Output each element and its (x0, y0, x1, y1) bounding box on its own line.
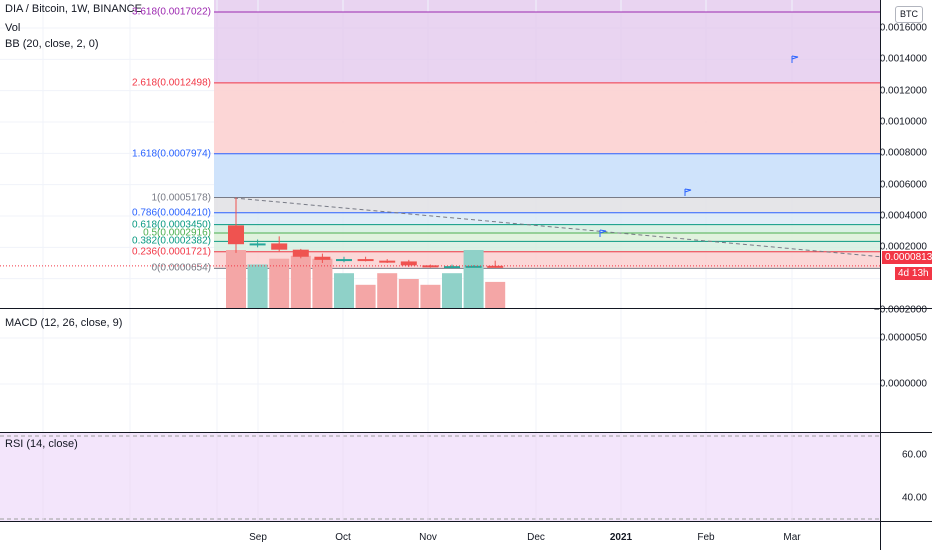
fib-level-label: 0.618(0.0003450) (132, 219, 211, 231)
flag-icon (599, 229, 607, 237)
candle-body (465, 265, 482, 268)
candle-body (357, 259, 374, 262)
fib-level-label: 3.618(0.0017022) (132, 6, 211, 18)
candle-body (292, 249, 309, 257)
candle-body (249, 243, 266, 246)
volume-bar (334, 273, 354, 308)
price-axis-label: 0.0002000 (879, 241, 927, 253)
volume-bar (247, 264, 268, 308)
macd-grid-svg (0, 309, 880, 432)
volume-bar (377, 273, 398, 308)
fib-level-label: 0.236(0.0001721) (132, 246, 211, 258)
bb-legend[interactable]: BB (20, close, 2, 0) (5, 38, 99, 50)
macd-axis[interactable]: 0.0000050 0.0000000 (880, 309, 932, 432)
price-axis-label: 0.0004000 (879, 210, 927, 222)
volume-bar (485, 281, 506, 308)
time-axis-label: Dec (527, 532, 545, 543)
axis-corner (880, 522, 881, 550)
fib-zone (214, 197, 880, 213)
volume-bar (312, 258, 333, 308)
macd-axis-label: 0.0000050 (879, 332, 927, 344)
price-axis[interactable]: BTC 0.0016000 0.0014000 0.0012000 0.0010000… (874, 0, 932, 316)
time-axis-label: Feb (697, 532, 715, 543)
time-axis-separator (0, 521, 932, 522)
candle-body (228, 225, 244, 245)
price-axis-label: 0.0014000 (879, 53, 927, 65)
fib-level-label: 1.618(0.0007974) (132, 148, 211, 160)
candle-body (336, 259, 352, 262)
volume-bar (226, 250, 246, 308)
fib-zone (214, 82, 880, 154)
fib-level-label: 0.786(0.0004210) (132, 207, 211, 219)
candle-body (271, 243, 288, 250)
macd-axis-label: 0.0000000 (879, 378, 927, 390)
time-axis-label: 2021 (609, 532, 633, 543)
macd-pane[interactable]: MACD (12, 26, close, 9) (0, 309, 880, 432)
main-pane[interactable]: DIA / Bitcoin, 1W, BINANCE Vol BB (20, c… (0, 0, 880, 308)
fib-zone (214, 0, 880, 12)
time-axis-label: Sep (249, 532, 267, 543)
fib-level-label: 1(0.0005178) (151, 192, 212, 204)
rsi-axis[interactable]: 60.00 40.00 (880, 433, 932, 521)
volume-bar (398, 279, 419, 308)
flag-icon (684, 188, 692, 196)
volume-bar (355, 284, 376, 308)
candle-body (487, 265, 504, 268)
candle-body (314, 256, 331, 260)
volume-bar (463, 250, 484, 308)
currency-badge[interactable]: BTC (895, 6, 923, 23)
time-axis-label: Nov (419, 532, 437, 543)
fib-level-label: 2.618(0.0012498) (132, 77, 211, 89)
price-axis-label: 0.0012000 (879, 85, 927, 97)
rsi-pane[interactable]: RSI (14, close) (0, 433, 880, 521)
fib-zone (214, 212, 880, 225)
volume-bar (442, 273, 462, 308)
rsi-legend[interactable]: RSI (14, close) (5, 438, 78, 450)
rsi-background (0, 433, 880, 521)
volume-bar (290, 255, 311, 308)
time-axis-label: Mar (783, 532, 801, 543)
last-price-tag: 0.0000813 (882, 251, 932, 264)
volume-bar (420, 284, 441, 308)
trend-line (233, 197, 880, 258)
rsi-axis-label: 40.00 (901, 492, 927, 504)
fib-level-label: 0.5(0.0002916) (143, 227, 211, 239)
price-axis-label: 0.0008000 (879, 147, 927, 159)
price-axis-label: 0.0010000 (879, 116, 927, 128)
time-axis[interactable]: Sep Oct Nov Dec 2021 Feb Mar (0, 522, 932, 550)
price-axis-label: −0.0002000 (873, 304, 927, 316)
rsi-band-svg (0, 433, 880, 521)
candle-body (422, 265, 439, 268)
time-axis-label: Oct (335, 532, 351, 543)
candle-body (379, 260, 396, 263)
symbol-legend[interactable]: DIA / Bitcoin, 1W, BINANCE (5, 3, 142, 15)
countdown-tag: 4d 13h (895, 267, 932, 280)
main-chart-svg[interactable] (0, 0, 880, 308)
rsi-axis-label: 60.00 (901, 449, 927, 461)
candle-body (444, 266, 460, 269)
volume-bar (269, 258, 290, 308)
pane-separator[interactable] (0, 308, 932, 309)
fib-zone (214, 241, 880, 252)
volume-legend[interactable]: Vol (5, 22, 21, 34)
candle-body (400, 261, 417, 266)
fib-level-label: 0(0.0000654) (151, 262, 212, 274)
fib-zone (214, 12, 880, 83)
price-axis-label: 0.0016000 (879, 22, 927, 34)
flag-icon (791, 55, 799, 63)
fib-zone (214, 232, 880, 242)
price-axis-label: 0.0006000 (879, 179, 927, 191)
pane-separator[interactable] (0, 432, 932, 433)
fib-zone (214, 251, 880, 269)
fib-zone (214, 153, 880, 198)
fib-zone (214, 224, 880, 233)
macd-legend[interactable]: MACD (12, 26, close, 9) (5, 317, 123, 329)
fib-level-label: 0.382(0.0002382) (132, 235, 211, 247)
